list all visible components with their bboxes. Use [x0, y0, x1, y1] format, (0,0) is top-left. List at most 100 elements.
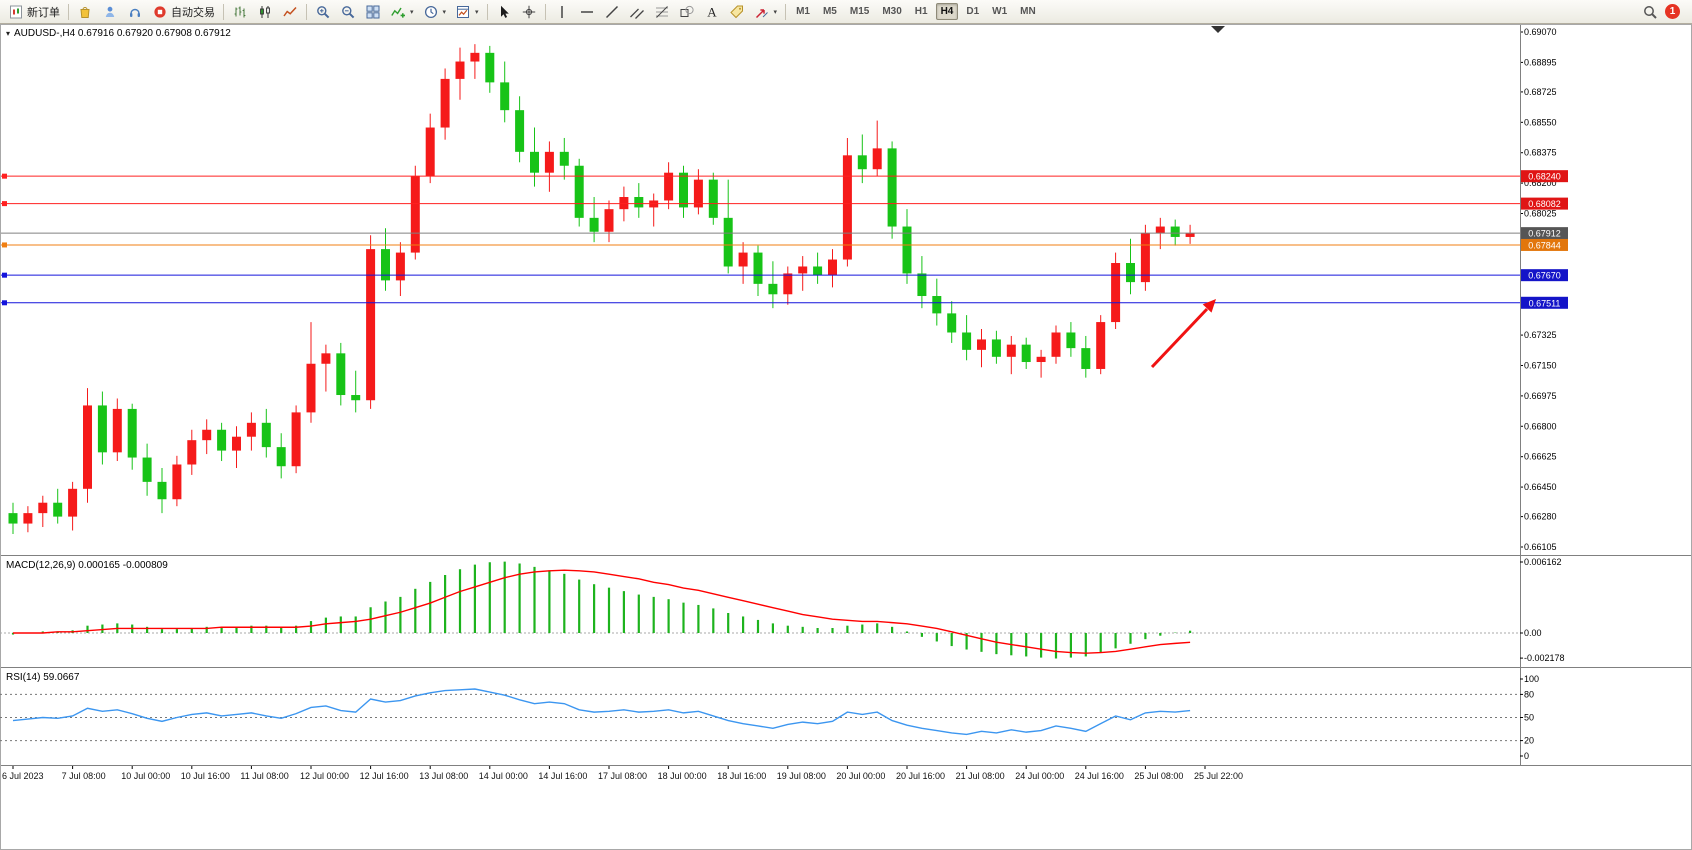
current-price-line[interactable]: 0.67912	[0, 227, 1568, 240]
svg-text:19 Jul 08:00: 19 Jul 08:00	[777, 771, 826, 781]
timeframe-m1-button[interactable]: M1	[796, 6, 810, 17]
indicators-icon	[391, 7, 405, 18]
macd-label: MACD(12,26,9) 0.000165 -0.000809	[6, 560, 168, 571]
resistance-line-2[interactable]: 0.68082	[0, 197, 1568, 210]
line-anchor-marker[interactable]	[2, 173, 7, 179]
line-anchor-marker[interactable]	[2, 272, 7, 278]
svg-text:0.66975: 0.66975	[1524, 391, 1557, 401]
crosshair-button[interactable]	[517, 1, 541, 22]
arrows-icon	[755, 8, 768, 18]
timeframe-d1-button[interactable]: D1	[966, 6, 980, 17]
timeframe-w1-button[interactable]: W1	[992, 6, 1008, 17]
timeframe-m5-button[interactable]: M5	[822, 6, 837, 17]
headset-icon	[130, 8, 140, 17]
svg-text:0.68550: 0.68550	[1524, 117, 1557, 127]
svg-text:20 Jul 00:00: 20 Jul 00:00	[836, 771, 885, 781]
notification-badge[interactable]: 1	[1665, 4, 1680, 19]
templates-button[interactable]: ▾	[451, 1, 483, 22]
vertical-line-button[interactable]	[550, 1, 574, 22]
svg-text:25 Jul 22:00: 25 Jul 22:00	[1194, 771, 1243, 781]
bars-icon	[234, 6, 246, 17]
zoom-out-button[interactable]	[336, 1, 360, 22]
new-order-button[interactable]: 新订单	[4, 1, 64, 22]
rsi-label: RSI(14) 59.0667	[6, 672, 80, 683]
support-line-1[interactable]: 0.67670	[0, 269, 1568, 282]
support-line-2[interactable]: 0.67511	[0, 296, 1568, 309]
line-chart-button[interactable]	[278, 1, 302, 22]
timeframe-m15-button[interactable]: M15	[849, 6, 870, 17]
svg-text:A: A	[707, 4, 717, 19]
fibonacci-button[interactable]	[650, 1, 674, 22]
svg-text:0.69070: 0.69070	[1524, 27, 1557, 37]
svg-text:0.68375: 0.68375	[1524, 148, 1557, 158]
timeframe-h1-button[interactable]: H1	[914, 6, 928, 17]
candlestick-chart-button[interactable]	[253, 1, 277, 22]
equidistant-channel-button[interactable]	[625, 1, 649, 22]
svg-text:20 Jul 16:00: 20 Jul 16:00	[896, 771, 945, 781]
timeframe-m30-button[interactable]: M30	[882, 6, 902, 17]
svg-text:0.67325: 0.67325	[1524, 330, 1557, 340]
candlestick-series	[8, 44, 1195, 534]
market-button[interactable]	[73, 1, 97, 22]
svg-text:17 Jul 08:00: 17 Jul 08:00	[598, 771, 647, 781]
svg-text:21 Jul 08:00: 21 Jul 08:00	[956, 771, 1005, 781]
svg-text:0.68082: 0.68082	[1528, 199, 1561, 209]
tile-windows-button[interactable]	[361, 1, 385, 22]
svg-text:24 Jul 16:00: 24 Jul 16:00	[1075, 771, 1124, 781]
bar-chart-button[interactable]	[228, 1, 252, 22]
svg-text:0.66800: 0.66800	[1524, 421, 1557, 431]
svg-text:0.67511: 0.67511	[1529, 298, 1561, 308]
svg-text:25 Jul 08:00: 25 Jul 08:00	[1134, 771, 1183, 781]
horizontal-line-button[interactable]	[575, 1, 599, 22]
chart-shift-marker[interactable]	[1211, 26, 1225, 33]
text-button[interactable]: A	[700, 1, 724, 22]
chart-canvas[interactable]: 0.69070 0.68895 0.68725 0.68550 0.68375 0.682…	[0, 24, 1692, 850]
shapes-button[interactable]	[675, 1, 699, 22]
indicators-button[interactable]: ▾	[386, 1, 418, 22]
timeframe-h4-button[interactable]: H4	[935, 3, 959, 20]
text-icon: A	[707, 4, 717, 19]
zoom-in-button[interactable]	[311, 1, 335, 22]
chart-window[interactable]: 0.69070 0.68895 0.68725 0.68550 0.68375 0.682…	[0, 24, 1692, 850]
current-price-line-price-box	[1521, 227, 1568, 240]
search-button[interactable]	[1638, 1, 1662, 22]
svg-text:10 Jul 16:00: 10 Jul 16:00	[181, 771, 230, 781]
vline-icon	[560, 5, 563, 18]
trendline-button[interactable]	[600, 1, 624, 22]
svg-text:0.67670: 0.67670	[1528, 271, 1561, 281]
pivot-line-price-box	[1521, 238, 1568, 251]
chart-background	[0, 24, 1692, 850]
search-icon	[1644, 5, 1657, 19]
timeframe-mn-button[interactable]: MN	[1020, 6, 1036, 17]
toolbar-separator	[223, 3, 224, 20]
resistance-line-1[interactable]: 0.68240	[0, 170, 1568, 183]
support-button[interactable]	[123, 1, 147, 22]
line-anchor-marker[interactable]	[2, 242, 7, 248]
svg-text:0.68240: 0.68240	[1528, 172, 1561, 182]
arrow-annotation[interactable]	[1150, 299, 1216, 369]
svg-text:18 Jul 00:00: 18 Jul 00:00	[658, 771, 707, 781]
time-axis[interactable]: 6 Jul 2023 7 Jul 08:00 10 Jul 00:00 10 Jul …	[2, 766, 1243, 781]
svg-text:-0.002178: -0.002178	[1524, 653, 1565, 663]
chevron-down-icon: ▾	[410, 8, 414, 16]
auto-trading-button[interactable]: 自动交易	[148, 1, 219, 22]
text-label-button[interactable]	[725, 1, 749, 22]
svg-text:24 Jul 00:00: 24 Jul 00:00	[1015, 771, 1064, 781]
svg-text:14 Jul 00:00: 14 Jul 00:00	[479, 771, 528, 781]
svg-text:12 Jul 00:00: 12 Jul 00:00	[300, 771, 349, 781]
periods-button[interactable]: ▾	[419, 1, 451, 22]
signals-button[interactable]	[98, 1, 122, 22]
cursor-button[interactable]	[492, 1, 516, 22]
svg-text:0.66105: 0.66105	[1524, 542, 1557, 552]
line-anchor-marker[interactable]	[2, 300, 7, 306]
arrows-button[interactable]: ▾	[750, 1, 782, 22]
line-anchor-marker[interactable]	[2, 201, 7, 207]
new-order-button-label: 新订单	[27, 6, 60, 19]
chevron-down-icon: ▾	[442, 8, 447, 16]
candles-icon	[260, 5, 270, 18]
crosshair-icon	[522, 5, 535, 18]
pivot-line[interactable]: 0.67844	[0, 238, 1568, 251]
chart-menu-icon[interactable]: ▾	[6, 29, 11, 38]
toolbar-separator	[486, 3, 488, 20]
